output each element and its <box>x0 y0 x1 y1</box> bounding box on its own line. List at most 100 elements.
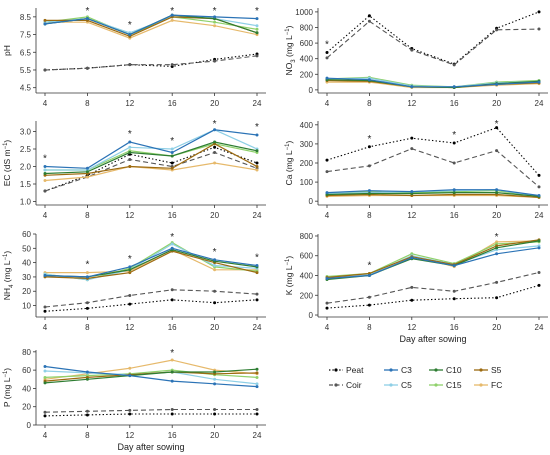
legend-marker-peat <box>334 368 338 372</box>
data-point-coir <box>537 271 541 275</box>
data-point-peat <box>85 413 89 417</box>
data-point-c5 <box>128 145 132 149</box>
data-point-coir <box>85 66 89 70</box>
legend-label-c15: C15 <box>446 380 462 390</box>
data-point-c15 <box>43 375 47 379</box>
data-point-peat <box>495 296 499 300</box>
significance-asterisk: * <box>128 129 132 140</box>
data-point-c3 <box>410 256 414 260</box>
data-point-c3 <box>537 193 541 197</box>
legend-marker-c15 <box>434 383 438 387</box>
series-line-c10 <box>44 141 258 175</box>
y-tick-label: 10 <box>22 302 31 311</box>
series-line-peat <box>326 284 540 309</box>
data-point-c3 <box>128 265 132 269</box>
y-tick-label: 3.0 <box>20 128 32 137</box>
y-tick-label: 50 <box>22 244 31 253</box>
significance-asterisk: * <box>495 232 499 243</box>
data-point-fc <box>170 358 174 362</box>
y-tick-label: 1.5 <box>20 180 32 189</box>
series-line-coir <box>44 55 258 71</box>
data-point-peat <box>537 173 541 177</box>
panel-P: 0 20 40 60 80 4 8 12 16 20 24 Day after sowing P (mg… <box>2 348 266 452</box>
y-tick-label: 20 <box>22 403 31 412</box>
y-tick-label: 5.5 <box>20 66 32 75</box>
data-point-c3 <box>128 140 132 144</box>
data-point-coir <box>85 301 89 305</box>
x-tick-label: 24 <box>253 211 262 220</box>
x-tick-label: 4 <box>43 431 48 440</box>
y-tick-label: 400 <box>300 272 314 281</box>
x-tick-label: 16 <box>168 99 177 108</box>
data-point-c3 <box>367 189 371 193</box>
data-point-coir <box>170 63 174 67</box>
x-tick-label: 16 <box>450 99 459 108</box>
x-tick-label: 24 <box>535 99 544 108</box>
x-tick-label: 16 <box>168 211 177 220</box>
significance-asterisk: * <box>85 260 89 271</box>
data-point-s5 <box>128 165 132 168</box>
data-point-c10 <box>367 192 371 196</box>
legend-marker-c5 <box>389 383 393 387</box>
significance-asterisk: * <box>367 134 371 145</box>
y-tick-label: 0 <box>27 421 32 430</box>
data-point-peat <box>255 298 259 302</box>
series-line-c5 <box>45 129 258 171</box>
series-line-c3 <box>326 189 540 197</box>
series-line-coir <box>44 151 258 192</box>
data-point-c3 <box>452 264 456 268</box>
x-tick-label: 24 <box>253 431 262 440</box>
x-axis-label: Day after sowing <box>399 334 466 344</box>
y-tick-label: 40 <box>22 259 31 268</box>
data-point-c3 <box>325 191 329 195</box>
data-point-coir <box>452 161 456 165</box>
data-point-peat <box>43 309 47 313</box>
data-point-coir <box>128 408 132 412</box>
data-point-coir <box>537 185 541 189</box>
y-tick-label: 0 <box>309 86 314 95</box>
x-tick-label: 8 <box>85 323 90 332</box>
x-tick-label: 4 <box>325 211 330 220</box>
data-point-fc <box>43 179 47 182</box>
x-tick-label: 20 <box>492 99 501 108</box>
series-line-c3 <box>44 14 258 36</box>
data-point-c3 <box>537 246 541 250</box>
series-line-s5 <box>44 250 258 280</box>
y-tick-label: 2.5 <box>20 145 32 154</box>
data-point-coir <box>410 285 414 289</box>
data-point-c3 <box>452 85 456 89</box>
series-line-c15 <box>44 369 258 378</box>
data-point-c10 <box>452 191 456 195</box>
data-point-c3 <box>43 364 47 368</box>
data-point-c5 <box>213 377 217 381</box>
data-point-coir <box>128 63 132 67</box>
y-tick-label: 80 <box>22 348 31 357</box>
y-axis-label: EC (dS m−1) <box>2 140 12 187</box>
data-point-coir <box>325 170 329 174</box>
y-axis-label: pH <box>2 45 12 56</box>
legend-label-peat: Peat <box>346 365 364 375</box>
data-point-peat <box>452 141 456 145</box>
x-tick-label: 24 <box>535 323 544 332</box>
x-axis-label: Day after sowing <box>117 442 184 452</box>
data-point-coir <box>170 288 174 292</box>
series-line-s5 <box>326 193 540 198</box>
data-point-c15 <box>255 27 259 31</box>
data-point-c5 <box>255 382 259 386</box>
series-line-peat <box>44 299 258 312</box>
y-tick-label: 800 <box>300 232 314 241</box>
y-tick-label: 20 <box>22 287 31 296</box>
significance-asterisk: * <box>170 232 174 243</box>
data-point-peat <box>367 145 371 149</box>
y-tick-label: 1.0 <box>20 198 32 207</box>
data-point-coir <box>128 294 132 298</box>
data-point-coir <box>495 280 499 284</box>
data-point-s5 <box>255 371 259 375</box>
data-point-c5 <box>213 263 217 267</box>
series-line-coir <box>44 408 257 413</box>
data-point-c10 <box>255 31 259 35</box>
panel-pH: 4.5 5.5 6.5 7.5 8.5 4 8 12 16 20 24 pH * * * * * <box>2 6 266 108</box>
panel-EC: 1.0 1.5 2.0 2.5 3.0 4 8 12 16 20 24 EC (dS m−1) * * * *… <box>2 119 266 220</box>
significance-asterisk: * <box>170 136 174 147</box>
